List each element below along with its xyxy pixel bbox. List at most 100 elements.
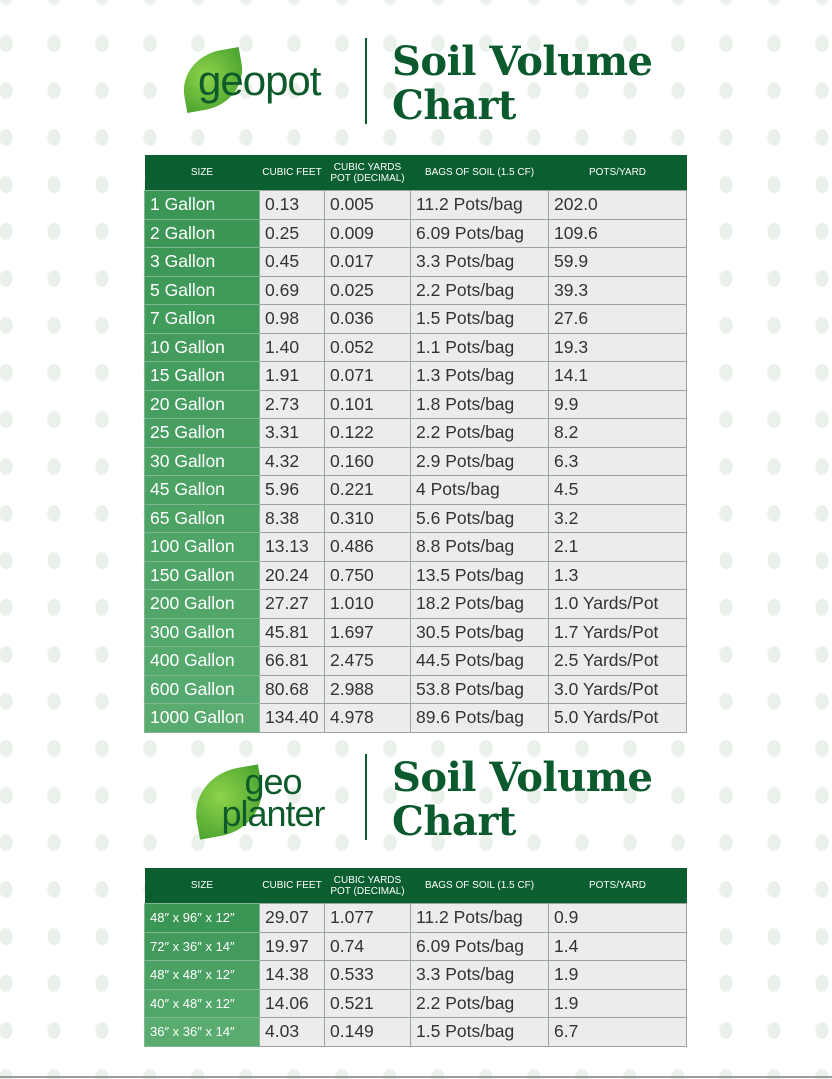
value-cell: 6.3 [548,446,687,476]
geoplanter-header: geo planter Soil Volume Chart [0,752,832,852]
value-cell: 4.978 [324,703,411,733]
size-cell: 10 Gallon [144,332,260,362]
value-cell: 8.8 Pots/bag [410,532,549,562]
value-cell: 1.077 [324,903,411,933]
size-cell: 2 Gallon [144,218,260,248]
value-cell: 5.0 Yards/Pot [548,703,687,733]
value-cell: 0.221 [324,475,411,505]
size-cell: 150 Gallon [144,560,260,590]
size-cell: 5 Gallon [144,275,260,305]
value-cell: 2.9 Pots/bag [410,446,549,476]
value-cell: 3.0 Yards/Pot [548,674,687,704]
size-cell: 1000 Gallon [144,703,260,733]
value-cell: 2.2 Pots/bag [410,275,549,305]
value-cell: 0.45 [259,247,325,277]
table-row: 1000 Gallon 134.40 4.978 89.6 Pots/bag 5.0 Y… [144,703,687,733]
header-row: SIZE CUBIC FEET CUBIC YARDS POT (DECIMAL) B… [144,868,687,904]
value-cell: 1.5 Pots/bag [410,1017,549,1047]
value-cell: 14.1 [548,361,687,391]
value-cell: 29.07 [259,903,325,933]
table-row: 72″ x 36″ x 14″ 19.97 0.74 6.09 Pots/bag 1.4 [144,931,687,961]
value-cell: 1.1 Pots/bag [410,332,549,362]
section-title: Soil Volume Chart [392,754,653,845]
value-cell: 1.697 [324,617,411,647]
column-header: CUBIC YARDS POT (DECIMAL) [324,868,411,904]
table-row: 100 Gallon 13.13 0.486 8.8 Pots/bag 2.1 [144,532,687,562]
value-cell: 6.7 [548,1017,687,1047]
table-row: 30 Gallon 4.32 0.160 2.9 Pots/bag 6.3 [144,446,687,476]
column-header: CUBIC YARDS POT (DECIMAL) [324,155,411,191]
table-row: 10 Gallon 1.40 0.052 1.1 Pots/bag 19.3 [144,332,687,362]
table-row: 200 Gallon 27.27 1.010 18.2 Pots/bag 1.0 Yar… [144,589,687,619]
value-cell: 20.24 [259,560,325,590]
column-header: BAGS OF SOIL (1.5 CF) [410,155,549,191]
value-cell: 0.101 [324,389,411,419]
value-cell: 0.98 [259,304,325,334]
column-header: CUBIC FEET [259,868,325,904]
table-row: 150 Gallon 20.24 0.750 13.5 Pots/bag 1.3 [144,560,687,590]
value-cell: 45.81 [259,617,325,647]
table-row: 5 Gallon 0.69 0.025 2.2 Pots/bag 39.3 [144,275,687,305]
size-cell: 65 Gallon [144,503,260,533]
value-cell: 1.91 [259,361,325,391]
value-cell: 11.2 Pots/bag [410,190,549,220]
size-cell: 3 Gallon [144,247,260,277]
geopot-logo: geopot [177,46,321,116]
value-cell: 0.9 [548,903,687,933]
column-header: POTS/YARD [548,868,687,904]
size-cell: 100 Gallon [144,532,260,562]
value-cell: 0.071 [324,361,411,391]
size-cell: 7 Gallon [144,304,260,334]
table-row: 15 Gallon 1.91 0.071 1.3 Pots/bag 14.1 [144,361,687,391]
size-cell: 72″ x 36″ x 14″ [144,931,260,961]
value-cell: 30.5 Pots/bag [410,617,549,647]
value-cell: 80.68 [259,674,325,704]
page-title: Soil Volume Chart [392,38,653,129]
value-cell: 4.5 [548,475,687,505]
table-row: 36″ x 36″ x 14″ 4.03 0.149 1.5 Pots/bag 6.7 [144,1017,687,1047]
value-cell: 202.0 [548,190,687,220]
table-row: 25 Gallon 3.31 0.122 2.2 Pots/bag 8.2 [144,418,687,448]
value-cell: 59.9 [548,247,687,277]
value-cell: 0.74 [324,931,411,961]
value-cell: 18.2 Pots/bag [410,589,549,619]
value-cell: 1.5 Pots/bag [410,304,549,334]
table-row: 300 Gallon 45.81 1.697 30.5 Pots/bag 1.7 Yar… [144,617,687,647]
geopot-soil-table: SIZE CUBIC FEET CUBIC YARDS POT (DECIMAL) B… [144,155,687,733]
value-cell: 1.7 Yards/Pot [548,617,687,647]
table-row: 1 Gallon 0.13 0.005 11.2 Pots/bag 202.0 [144,190,687,220]
value-cell: 3.2 [548,503,687,533]
geoplanter-soil-table: SIZE CUBIC FEET CUBIC YARDS POT (DECIMAL) B… [144,868,687,1047]
value-cell: 2.475 [324,646,411,676]
value-cell: 6.09 Pots/bag [410,931,549,961]
value-cell: 1.4 [548,931,687,961]
size-cell: 25 Gallon [144,418,260,448]
value-cell: 13.5 Pots/bag [410,560,549,590]
value-cell: 0.036 [324,304,411,334]
value-cell: 0.69 [259,275,325,305]
value-cell: 4.03 [259,1017,325,1047]
value-cell: 2.2 Pots/bag [410,418,549,448]
value-cell: 0.521 [324,988,411,1018]
value-cell: 0.13 [259,190,325,220]
size-cell: 48″ x 96″ x 12″ [144,903,260,933]
value-cell: 1.9 [548,988,687,1018]
value-cell: 1.3 Pots/bag [410,361,549,391]
column-header: CUBIC FEET [259,155,325,191]
value-cell: 53.8 Pots/bag [410,674,549,704]
value-cell: 2.5 Yards/Pot [548,646,687,676]
value-cell: 4.32 [259,446,325,476]
value-cell: 66.81 [259,646,325,676]
column-header: BAGS OF SOIL (1.5 CF) [410,868,549,904]
size-cell: 1 Gallon [144,190,260,220]
value-cell: 89.6 Pots/bag [410,703,549,733]
divider [365,38,367,124]
value-cell: 2.73 [259,389,325,419]
header-row: SIZE CUBIC FEET CUBIC YARDS POT (DECIMAL) B… [144,155,687,191]
value-cell: 13.13 [259,532,325,562]
value-cell: 0.310 [324,503,411,533]
table-row: 20 Gallon 2.73 0.101 1.8 Pots/bag 9.9 [144,389,687,419]
column-header: SIZE [144,868,260,904]
table-row: 48″ x 96″ x 12″ 29.07 1.077 11.2 Pots/bag 0.… [144,903,687,933]
value-cell: 27.27 [259,589,325,619]
